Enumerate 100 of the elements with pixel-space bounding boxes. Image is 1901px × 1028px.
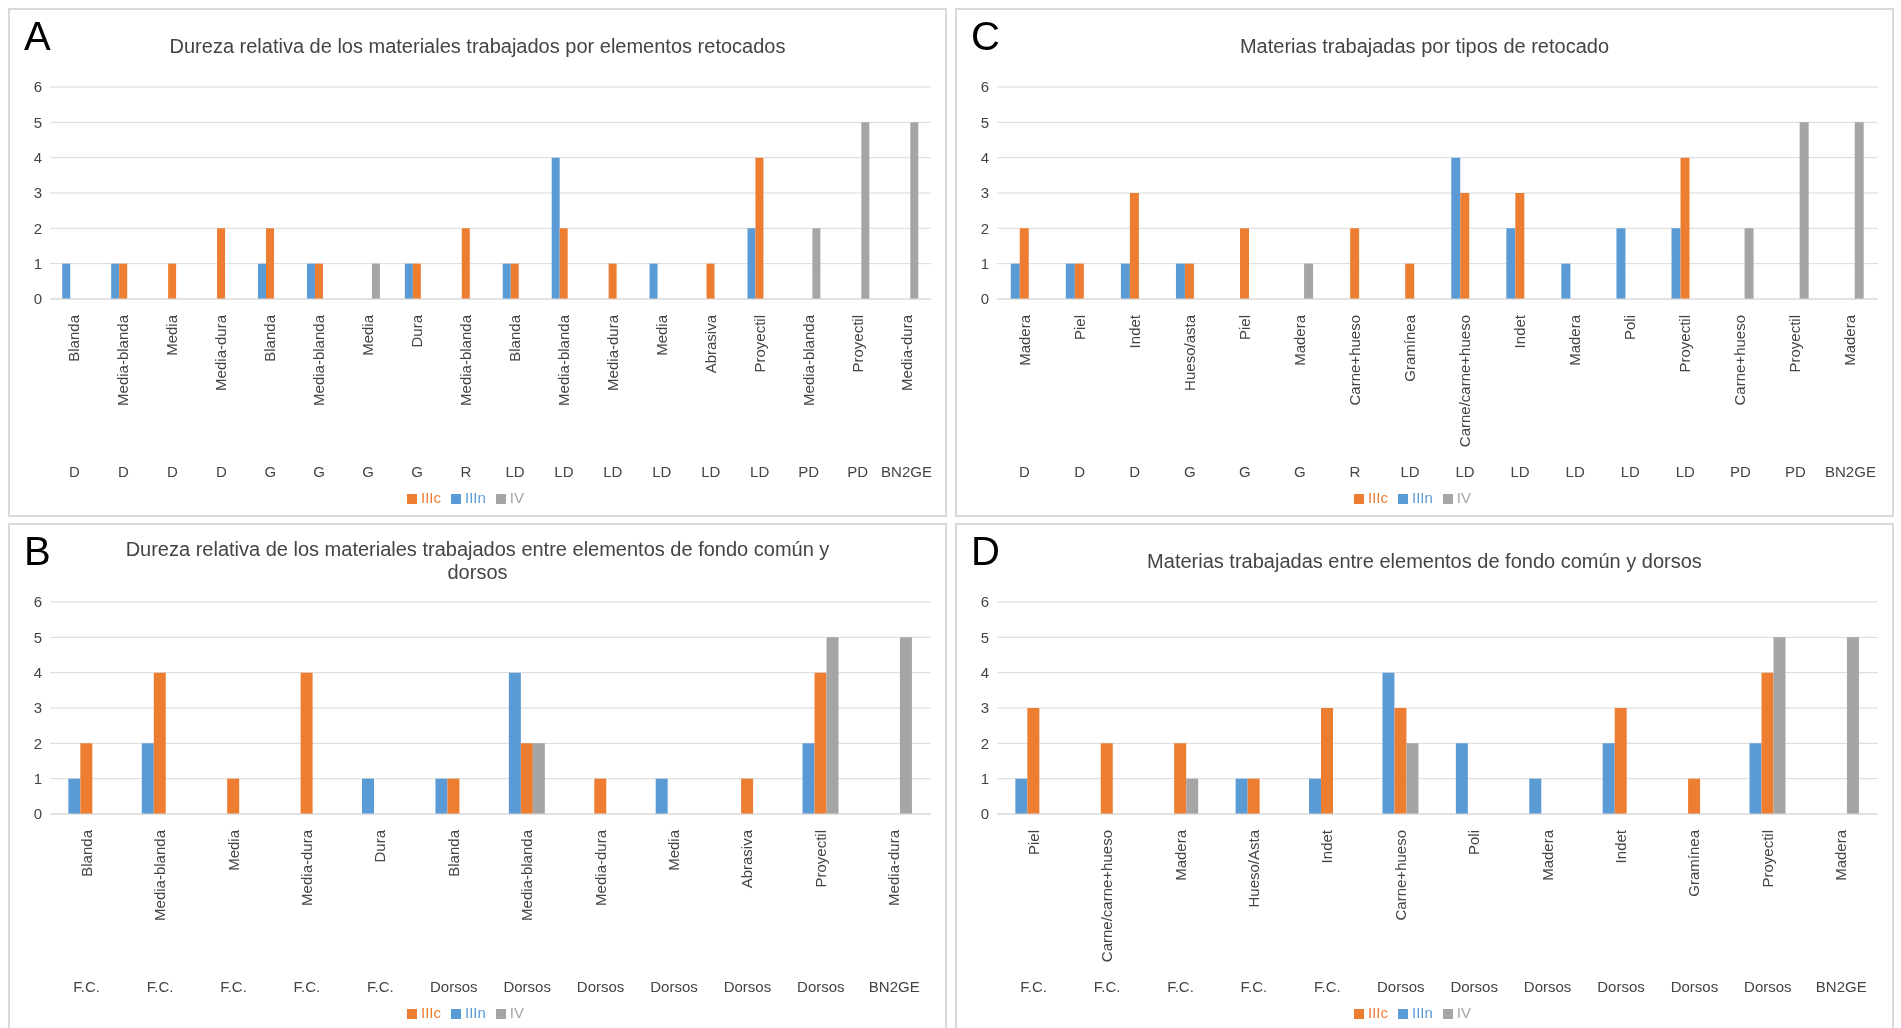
bar bbox=[461, 228, 470, 299]
x-tick-label: Blanda bbox=[444, 829, 462, 877]
y-tick-label: 4 bbox=[33, 148, 42, 166]
y-tick-label: 6 bbox=[33, 78, 42, 96]
text: G bbox=[1294, 463, 1306, 480]
x-tick-label: Media bbox=[652, 314, 670, 356]
text: LD bbox=[554, 463, 574, 480]
bar bbox=[1120, 263, 1130, 299]
x-tick-label: Proyectil bbox=[1786, 315, 1804, 373]
x-tick-label: Media-blanda bbox=[799, 314, 817, 406]
bar bbox=[1744, 228, 1754, 299]
text: G bbox=[313, 463, 326, 480]
text: Dorsos bbox=[430, 978, 478, 995]
bar bbox=[217, 228, 226, 299]
bar bbox=[1174, 743, 1187, 814]
bar bbox=[508, 672, 521, 814]
x-tick-label: Media bbox=[665, 829, 683, 871]
y-tick-label: 0 bbox=[980, 290, 989, 308]
bar bbox=[1405, 263, 1415, 299]
x-tick-label: Proyectil bbox=[848, 315, 866, 373]
bar bbox=[1406, 743, 1419, 814]
bar bbox=[412, 263, 421, 299]
text: PD bbox=[1729, 463, 1751, 480]
bar bbox=[1184, 263, 1194, 299]
bar bbox=[1129, 193, 1139, 299]
x-tick-label: Madera bbox=[1566, 314, 1584, 366]
y-tick-label: 2 bbox=[980, 219, 989, 237]
text: F.C. bbox=[293, 978, 321, 995]
x-tick-label: Indet bbox=[1612, 829, 1630, 864]
x-tick-label: Hueso/Asta bbox=[1244, 829, 1262, 908]
bar bbox=[510, 263, 519, 299]
text: LD bbox=[750, 463, 770, 480]
text: LD bbox=[701, 463, 721, 480]
text: LD bbox=[1565, 463, 1585, 480]
legend-label: IIIn bbox=[464, 489, 486, 506]
bar bbox=[502, 263, 511, 299]
legend-label: IV bbox=[1456, 1004, 1472, 1021]
bar bbox=[1247, 778, 1260, 814]
bar bbox=[62, 263, 71, 299]
legend-label: IIIn bbox=[464, 1004, 486, 1021]
text: Dorsos bbox=[1670, 978, 1719, 995]
bar bbox=[1321, 708, 1334, 814]
bar bbox=[1671, 228, 1681, 299]
bar bbox=[814, 672, 827, 814]
text: Dorsos bbox=[503, 978, 551, 995]
text: LD bbox=[1455, 463, 1475, 480]
y-tick-label: 1 bbox=[33, 769, 42, 787]
x-tick-label: Madera bbox=[1015, 314, 1033, 366]
x-tick-label: Madera bbox=[1832, 829, 1850, 881]
text: Dorsos bbox=[723, 978, 772, 995]
x-tick-label: Blanda bbox=[77, 829, 95, 877]
text: F.C. bbox=[146, 978, 174, 995]
text: Dorsos bbox=[576, 978, 625, 995]
bar bbox=[559, 228, 568, 299]
x-tick-label: Media-dura bbox=[897, 314, 915, 391]
x-tick-label: Hueso/asta bbox=[1180, 314, 1198, 391]
bar bbox=[111, 263, 120, 299]
text: BN2GE bbox=[881, 463, 932, 480]
bar bbox=[1460, 193, 1470, 299]
y-tick-label: 0 bbox=[33, 805, 42, 823]
legend-label: IIIn bbox=[1411, 489, 1433, 506]
x-tick-label: Gramínea bbox=[1685, 829, 1703, 897]
x-tick-label: Indet bbox=[1511, 314, 1529, 349]
bar bbox=[532, 743, 545, 814]
x-tick-label: Carne+hueso bbox=[1345, 315, 1363, 406]
y-tick-label: 4 bbox=[980, 663, 989, 681]
chart-title: Materias trabajadas por tipos de retocado bbox=[1239, 34, 1610, 58]
y-tick-label: 3 bbox=[980, 699, 989, 717]
chart-title: Materias trabajadas entre elementos de fondo común y dorsos bbox=[1147, 549, 1702, 573]
bar bbox=[80, 743, 93, 814]
bar bbox=[404, 263, 413, 299]
bar bbox=[812, 228, 821, 299]
y-tick-label: 5 bbox=[980, 628, 989, 646]
y-tick-label: 4 bbox=[980, 148, 989, 166]
bar bbox=[1846, 637, 1859, 814]
y-tick-label: 3 bbox=[33, 184, 42, 202]
bar bbox=[1529, 778, 1542, 814]
text: Dorsos bbox=[797, 978, 845, 995]
legend-label: IIIn bbox=[1411, 1004, 1433, 1021]
text: LD bbox=[1510, 463, 1530, 480]
text: R bbox=[1349, 463, 1361, 480]
x-tick-label: Media-dura bbox=[212, 314, 230, 391]
text: D bbox=[69, 463, 81, 480]
bar bbox=[1773, 637, 1786, 814]
bar bbox=[741, 778, 754, 814]
bar bbox=[1506, 228, 1516, 299]
bar bbox=[1382, 672, 1395, 814]
bar bbox=[306, 263, 315, 299]
bar bbox=[649, 263, 658, 299]
text: LD bbox=[603, 463, 623, 480]
x-tick-label: Blanda bbox=[261, 314, 279, 362]
bar bbox=[655, 778, 668, 814]
text: F.C. bbox=[1240, 978, 1268, 995]
bar bbox=[447, 778, 460, 814]
x-tick-label: Media-dura bbox=[603, 314, 621, 391]
y-tick-label: 1 bbox=[33, 254, 42, 272]
bar bbox=[1309, 778, 1322, 814]
legend-label: IIIc bbox=[1367, 1004, 1388, 1021]
bar bbox=[1561, 263, 1571, 299]
x-tick-label: Proyectil bbox=[1758, 830, 1776, 888]
